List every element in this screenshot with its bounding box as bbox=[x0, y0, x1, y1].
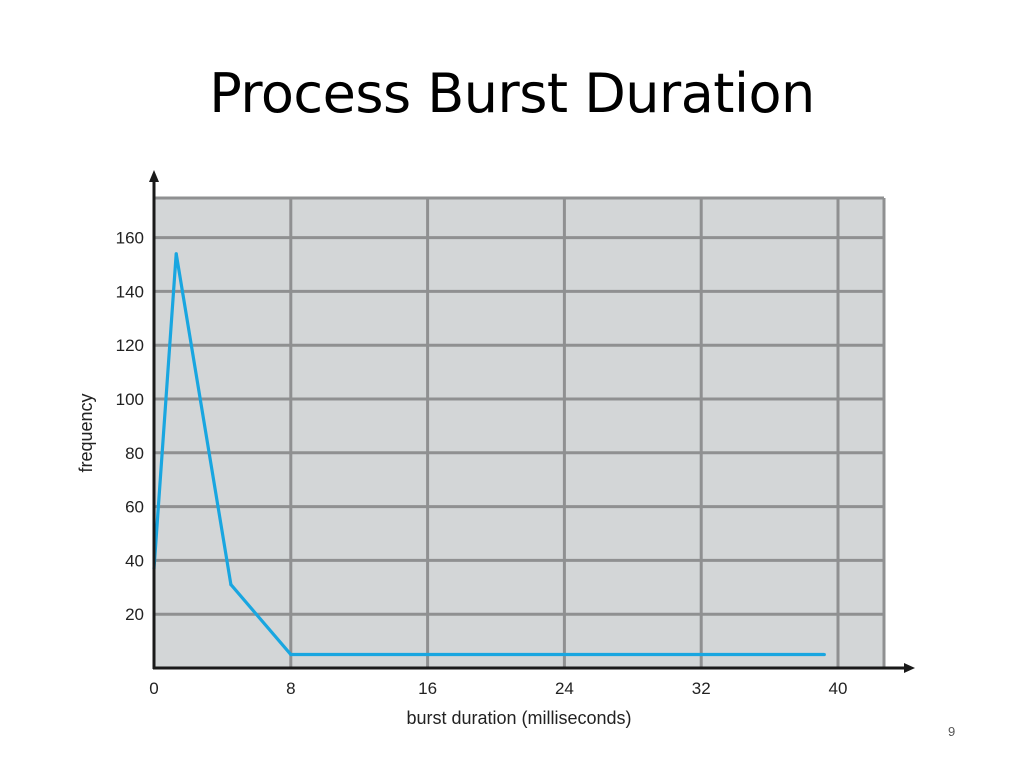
y-tick-label: 140 bbox=[116, 282, 144, 301]
y-tick-label: 60 bbox=[125, 498, 144, 517]
slide-title: Process Burst Duration bbox=[209, 62, 815, 125]
y-axis-arrow bbox=[149, 170, 159, 182]
y-tick-label: 160 bbox=[116, 229, 144, 248]
data-point bbox=[289, 652, 293, 657]
plot-background bbox=[154, 198, 884, 668]
axes bbox=[149, 170, 915, 673]
y-tick-labels: 20 40 60 80 100 120 140 160 bbox=[116, 229, 144, 625]
y-axis-label: frequency bbox=[76, 393, 96, 472]
grid-lines bbox=[154, 196, 886, 668]
page-number: 9 bbox=[948, 724, 956, 739]
x-tick-labels: 0 8 16 24 32 40 bbox=[149, 679, 847, 698]
x-axis-label: burst duration (milliseconds) bbox=[406, 708, 631, 728]
x-tick-label: 40 bbox=[829, 679, 848, 698]
x-tick-label: 24 bbox=[555, 679, 574, 698]
x-axis-arrow bbox=[904, 663, 915, 673]
x-tick-label: 0 bbox=[149, 679, 158, 698]
data-point bbox=[229, 583, 233, 587]
x-tick-label: 32 bbox=[692, 679, 711, 698]
y-tick-label: 120 bbox=[116, 336, 144, 355]
y-tick-label: 100 bbox=[116, 390, 144, 409]
data-point bbox=[174, 252, 178, 256]
y-tick-label: 20 bbox=[125, 605, 144, 624]
x-tick-label: 8 bbox=[286, 679, 295, 698]
y-tick-label: 80 bbox=[125, 444, 144, 463]
x-tick-label: 16 bbox=[418, 679, 437, 698]
y-tick-label: 40 bbox=[125, 551, 144, 570]
data-point bbox=[822, 652, 826, 657]
